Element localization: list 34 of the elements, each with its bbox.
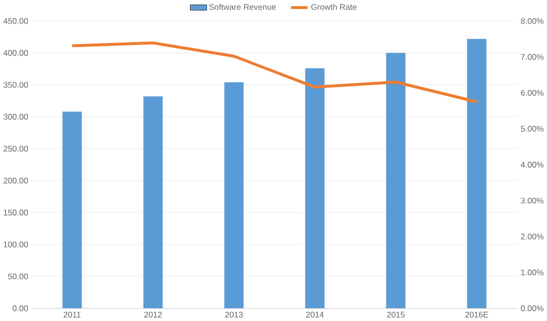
y-tick-label: 350.00 <box>4 82 28 88</box>
y-tick-label: 150.00 <box>4 210 28 216</box>
bar <box>305 68 325 308</box>
legend-label: Growth Rate <box>311 4 356 10</box>
y2-tick-label: 4.00% <box>520 162 544 168</box>
bar <box>467 39 486 308</box>
y2-tick-label: 2.00% <box>520 234 544 240</box>
y-tick-label: 250.00 <box>4 146 28 152</box>
bar <box>224 82 244 308</box>
legend-label: Software Revenue <box>209 4 276 10</box>
x-tick-label: 2012 <box>144 312 162 318</box>
y2-tick-label: 5.00% <box>520 126 544 132</box>
y2-tick-label: 3.00% <box>520 198 544 204</box>
bar <box>143 96 163 308</box>
bar <box>386 53 406 308</box>
x-tick-label: 2011 <box>64 312 81 318</box>
y2-tick-label: 1.00% <box>521 270 544 276</box>
x-tick-label: 2016E <box>465 312 488 318</box>
y-tick-label: 400.00 <box>3 50 28 56</box>
y2-tick-label: 0.00% <box>520 306 544 312</box>
y-tick-label: 100.00 <box>4 242 28 248</box>
x-tick-label: 2015 <box>387 312 405 318</box>
line-series <box>70 42 478 104</box>
y2-tick-label: 6.00% <box>521 90 544 96</box>
bar <box>62 112 82 308</box>
y-tick-label: 0.00 <box>12 306 28 312</box>
y-tick-label: 300.00 <box>4 114 28 120</box>
y-tick-label: 50.00 <box>8 274 28 280</box>
x-tick-label: 2014 <box>306 312 324 318</box>
y2-tick-label: 7.00% <box>521 54 544 60</box>
y-tick-label: 200.00 <box>4 178 28 184</box>
y-tick-label: 450.00 <box>3 18 28 24</box>
y2-tick-label: 8.00% <box>520 18 544 24</box>
x-tick-label: 2013 <box>225 312 243 318</box>
